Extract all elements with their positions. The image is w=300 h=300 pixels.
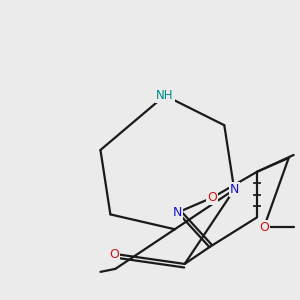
Text: O: O <box>259 221 269 234</box>
Text: N: N <box>173 206 182 219</box>
Text: O: O <box>208 191 218 204</box>
Text: NH: NH <box>156 89 174 102</box>
Text: O: O <box>109 248 119 260</box>
Text: N: N <box>230 183 239 196</box>
